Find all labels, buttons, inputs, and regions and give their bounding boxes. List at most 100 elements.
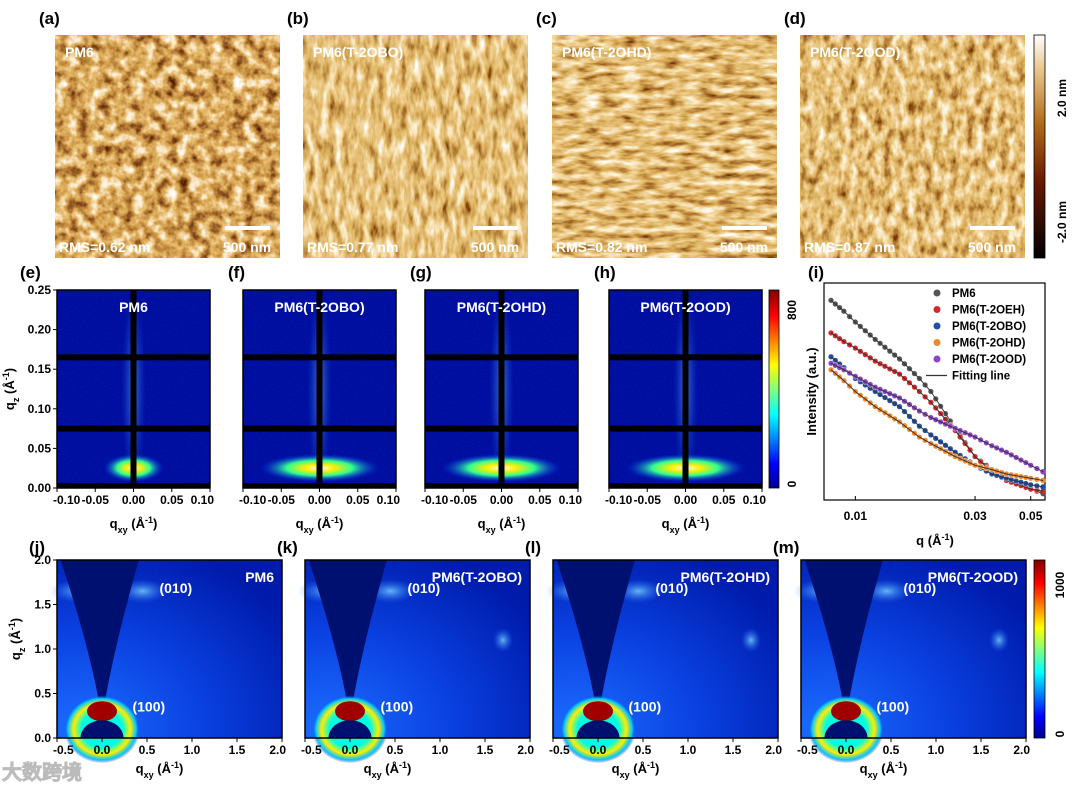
axis-label-close: )	[179, 761, 183, 776]
axis-label-sub: xy	[868, 770, 878, 780]
detector-gap	[425, 483, 578, 488]
axis-label-base: q	[612, 761, 620, 776]
axis-label-base: q	[478, 516, 486, 531]
x-tick-label: -0.10	[239, 493, 267, 507]
x-tick-label: 1.0	[432, 743, 449, 757]
legend-marker	[933, 306, 941, 313]
axis-label-exp: -1	[145, 515, 153, 525]
afm-panel: (a) PM6 RMS=0.62 nm 500 nm	[39, 9, 280, 258]
panel-title: PM6(T-2OOD)	[640, 299, 730, 315]
legend-marker	[933, 322, 941, 330]
peak-label-100: (100)	[628, 698, 661, 714]
axis-label-close: )	[903, 761, 907, 776]
giwaxs-panel: (m) PM6(T-2OOD)(010) (100) -0.5 0.0 0.5 1.0 1.5…	[773, 538, 1030, 780]
axis-label-sub: xy	[372, 770, 382, 780]
detector-gap	[425, 354, 578, 361]
panel-title: PM6	[119, 299, 148, 315]
detector-gap	[57, 425, 210, 432]
legend-label: PM6	[952, 288, 976, 300]
x-tick-label: 0.0	[94, 743, 111, 757]
x-tick-label: 0.5	[635, 743, 652, 757]
missing-wedge	[804, 560, 883, 721]
axis-label-close: )	[8, 618, 23, 622]
axis-label-unit: (Å	[924, 533, 942, 548]
plot-frame	[823, 282, 1046, 501]
panel-title: PM6(T-2OOD)	[810, 44, 900, 60]
afm-colorbar-min: -2.0 nm	[1055, 201, 1069, 243]
gisaxs-panel: (f) PM6(T-2OBO) -0.10 -0.05 0.00 0.05 0.10 qxy …	[228, 263, 400, 535]
peak-label-010: (010)	[407, 580, 440, 596]
peak-100-spot	[831, 701, 861, 722]
x-axis-label: qxy (Å-1)	[110, 515, 158, 535]
x-tick-label: 1.0	[184, 743, 201, 757]
peak-label-100: (100)	[876, 698, 909, 714]
axis-label-close: )	[407, 761, 411, 776]
scale-bar-label: 500 nm	[720, 239, 768, 255]
peak-100-spot	[87, 701, 117, 722]
detector-gap	[425, 425, 578, 432]
peak-glow	[741, 628, 761, 653]
x-tick-label: 2.0	[517, 743, 534, 757]
axis-label-unit: (Å	[2, 380, 17, 398]
x-tick-label: 1.0	[928, 743, 945, 757]
panel-tag: (e)	[20, 263, 41, 282]
panel-tag: (k)	[277, 538, 298, 557]
axis-label-close: )	[655, 761, 659, 776]
panel-tag: (d)	[784, 9, 806, 28]
axis-label-sub: xy	[144, 770, 154, 780]
x-axis-label: q (Å-1)	[916, 532, 954, 548]
giwaxs-colorbar-min: 0	[1053, 730, 1067, 737]
x-tick-label: 0.00	[308, 493, 332, 507]
x-tick-label: 0.05	[528, 493, 552, 507]
axis-label-sub: z	[17, 647, 27, 652]
legend-marker	[933, 289, 941, 297]
y-tick-label: 0.25	[28, 283, 52, 297]
panel-tag: (h)	[594, 263, 616, 282]
x-tick-label: 0.0	[590, 743, 607, 757]
detector-gap	[243, 425, 396, 432]
axis-label-sub: xy	[118, 525, 128, 535]
y-tick-label: 0.00	[28, 481, 52, 495]
rms-label: RMS=0.77 nm	[307, 239, 398, 255]
peak-100-spot	[335, 701, 365, 722]
axis-label-exp: -1	[331, 515, 339, 525]
x-axis-label: qxy (Å-1)	[860, 760, 908, 780]
panel-title: PM6	[245, 569, 274, 585]
detector-gap	[243, 354, 396, 361]
missing-wedge	[556, 560, 635, 721]
beamstop-shadow	[80, 720, 124, 738]
panel-tag: (l)	[525, 538, 541, 557]
x-tick-label: -0.10	[421, 493, 449, 507]
peak-label-010: (010)	[159, 580, 192, 596]
axis-label-base: q	[364, 761, 372, 776]
afm-colorbar: 2.0 nm -2.0 nm	[1033, 34, 1069, 259]
axis-label-unit: (Å	[314, 516, 332, 531]
x-tick-label: 0.00	[674, 493, 698, 507]
axis-label-sub: xy	[670, 525, 680, 535]
peak-100-spot	[583, 701, 613, 722]
x-tick-label: -0.10	[605, 493, 633, 507]
detector-gap	[609, 425, 762, 432]
giwaxs-panel: (l) PM6(T-2OHD)(010) (100) -0.5 0.0 0.5 1.0 1.5…	[525, 538, 782, 780]
peak-glow	[493, 628, 513, 653]
axis-label-close: )	[949, 533, 953, 548]
scale-bar	[473, 226, 518, 230]
axis-label-exp: -1	[171, 760, 179, 770]
detector-gap	[609, 354, 762, 361]
x-axis-label: qxy (Å-1)	[612, 760, 660, 780]
x-tick-label: -0.10	[53, 493, 81, 507]
y-tick-label: 0.10	[28, 402, 52, 416]
afm-row: (a) PM6 RMS=0.62 nm 500 nm (b)PM6(T-2OBO) RMS…	[39, 9, 1025, 258]
panel-title: PM6(T-2OBO)	[432, 569, 522, 585]
axis-label-exp: -1	[895, 760, 903, 770]
axis-label-close: )	[153, 516, 157, 531]
panel-title: PM6(T-2OBO)	[313, 44, 403, 60]
fitting-line	[830, 362, 1044, 473]
giwaxs-colorbar: 1000 0	[1033, 559, 1067, 739]
gisaxs-colorbar-max: 800	[785, 300, 799, 320]
intensity-chart: (i) 0.01 0.03 0.05 q (Å-1) Intensity (a.u.) PM…	[804, 263, 1046, 548]
scale-bar	[970, 226, 1015, 230]
x-axis-label: qxy (Å-1)	[364, 760, 412, 780]
